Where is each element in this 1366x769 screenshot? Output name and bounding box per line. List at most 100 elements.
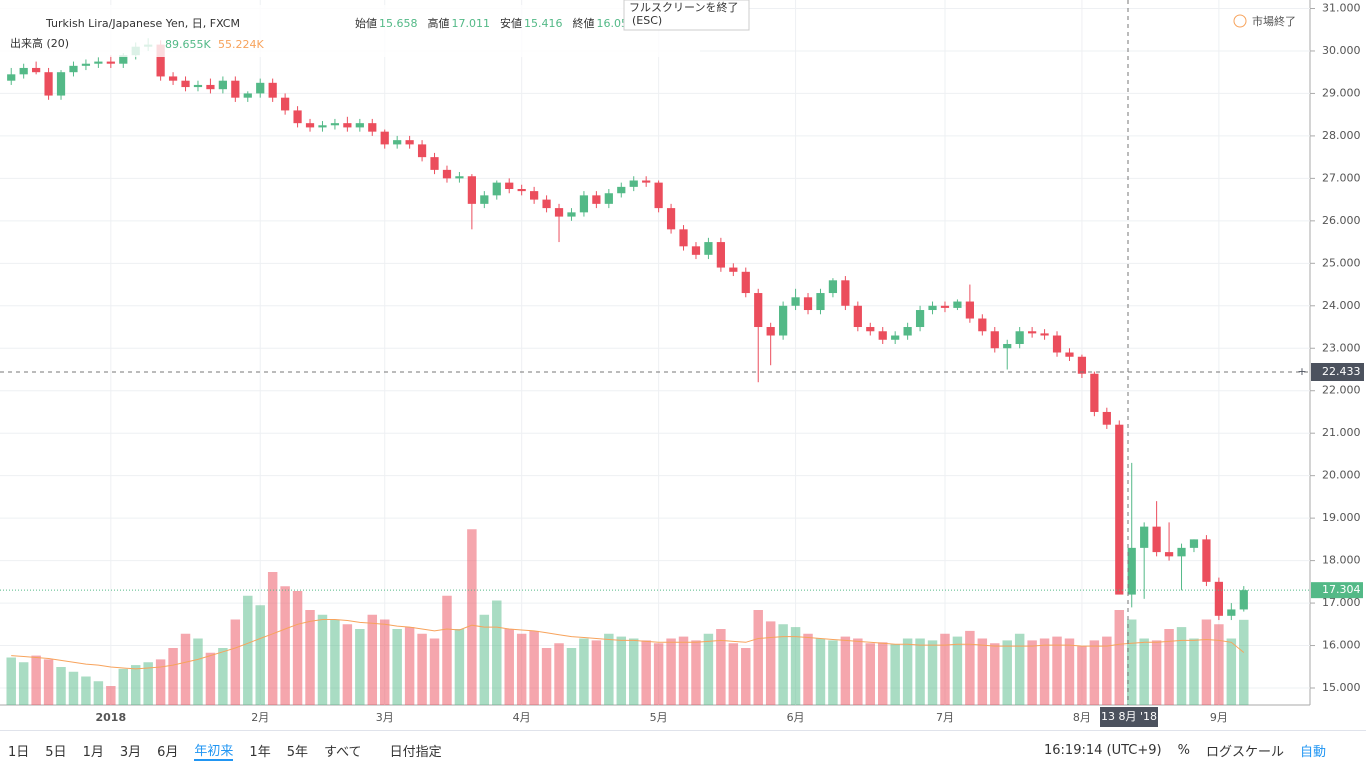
x-tick-label: 6月 [787,711,805,724]
candle-body [1177,547,1186,557]
volume-bar [1064,638,1075,705]
candle-body [716,242,725,268]
volume-bar [815,638,826,705]
candle-body [592,195,601,204]
volume-bar [1102,636,1112,705]
volume-bar [1151,640,1162,705]
candle-body [32,67,41,73]
candle-body [1227,609,1236,616]
volume-bar [379,619,390,705]
volume-bar [267,572,278,705]
candle-body [442,169,452,179]
clock: 16:19:14 (UTC+9) [1044,742,1162,758]
volume-bar [1126,619,1137,705]
volume-bar [429,638,440,705]
candle-body [480,195,489,204]
volume-bar [467,529,477,705]
volume-bar [579,638,589,705]
volume-bar [678,636,689,705]
y-tick-label: 19.000 [1322,511,1361,524]
range-button[interactable]: 1年 [249,744,271,760]
fullscreen-tip-bg [623,0,750,31]
candle-body [56,72,66,96]
range-button[interactable]: 5日 [45,744,67,760]
range-button[interactable]: 3月 [119,744,142,760]
range-button[interactable]: 1月 [82,744,104,760]
volume-ma-line [11,619,1245,670]
candle-body [704,242,713,255]
y-tick-label: 30.000 [1322,44,1361,57]
candle-body [380,131,389,145]
volume-bar [516,633,527,705]
range-button[interactable]: 6月 [157,744,179,760]
volume-bar [504,629,514,705]
candle-body [281,97,290,111]
x-tick-label: 2018 [96,711,127,724]
plot-bg [0,0,1310,705]
percent-button[interactable]: % [1177,742,1190,758]
candle-body [990,331,999,349]
candle-body [940,305,950,308]
volume-bar [741,648,751,705]
volume-bar [243,595,253,705]
candle-body [878,331,887,340]
candle-body [741,271,750,294]
candle-body [492,182,501,196]
volume-bar [155,659,166,705]
volume-bar [728,643,739,705]
candle-body [1189,539,1199,548]
candle-body [393,140,402,145]
candle-body [206,84,215,90]
candle-body [754,293,763,328]
range-button[interactable]: すべて [323,744,362,760]
candle-body [1239,590,1248,610]
volume-bar [828,640,838,705]
candle-body [816,293,825,311]
candle-body [1040,333,1049,336]
candle-body [903,327,912,336]
crosshair-plus: + [1297,365,1306,378]
ohlc-value: 15.416 [524,17,563,30]
volume-bar [653,643,664,705]
ohlc-value: 15.658 [379,17,418,30]
volume-bar [1189,638,1199,705]
range-button[interactable]: 1日 [8,744,30,760]
range-button[interactable]: 5年 [286,744,308,760]
candle-body [368,123,377,132]
date-range-button[interactable]: 日付指定 [389,744,442,760]
x-tick-label: 9月 [1210,711,1228,724]
volume-bar [106,686,116,705]
volume-bar [43,659,54,705]
volume-bar [342,624,353,705]
x-tick-label: 2月 [251,711,269,724]
volume-bar [56,667,66,705]
log-scale-button[interactable]: ログスケール [1205,744,1284,760]
candle-body [1052,335,1062,353]
volume-bar [703,633,714,705]
volume-bar [865,643,876,705]
volume-bar [31,655,41,705]
volume-bar [691,640,701,705]
candle-body [1127,547,1136,595]
range-button[interactable]: 年初来 [194,740,234,761]
y-tick-label: 27.000 [1322,171,1361,184]
volume-bar [1039,638,1050,705]
y-tick-label: 20.000 [1322,469,1361,482]
crosshair-price: 22.433 [1322,365,1361,378]
y-tick-label: 17.000 [1322,596,1361,609]
auto-button[interactable]: 自動 [1299,744,1326,760]
volume-bar [853,638,863,705]
volume-bar [68,671,79,705]
candle-body [81,63,91,66]
candle-body [629,180,638,187]
y-tick-label: 16.000 [1322,639,1361,652]
bottom-toolbar: 1日 5日 1月 3月 6月 年初来 1年 5年 すべて 日付指定 16:19:14 (UTC+9)… [0,730,1366,769]
volume-bar [591,640,602,705]
candle-body [1202,539,1211,582]
candle-body [965,301,974,319]
candle-body [766,327,775,336]
candle-body [928,305,937,311]
candle-body [69,65,78,73]
ohlc-value: 17.011 [452,17,491,30]
volume-bar [1164,629,1174,705]
